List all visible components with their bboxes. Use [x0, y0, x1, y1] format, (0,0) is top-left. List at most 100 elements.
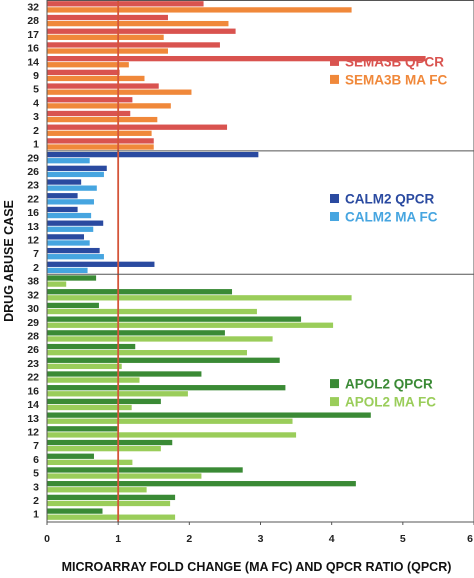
bar-sema3b-ma-fc-case-5 [47, 89, 192, 95]
bar-calm2-ma-fc-case-23 [47, 185, 97, 191]
legend-swatch [330, 397, 339, 407]
x-tick-label: 1 [115, 533, 121, 545]
case-label: 14 [27, 399, 39, 411]
bar-sema3b-ma-fc-case-9 [47, 75, 145, 82]
case-label: 32 [27, 1, 39, 13]
x-tick-label: 2 [186, 533, 192, 545]
bar-apol2-qpcr-case-26 [47, 343, 136, 350]
bar-sema3b-qpcr-case-1 [47, 138, 154, 144]
bar-apol2-ma-fc-case-5 [47, 473, 202, 479]
legend-swatch [330, 194, 339, 204]
bar-sema3b-ma-fc-case-4 [47, 103, 171, 109]
bar-apol2-qpcr-case-6 [47, 453, 94, 459]
case-label: 12 [27, 235, 39, 247]
bar-apol2-qpcr-case-2 [47, 494, 176, 501]
legend-label: CALM2 QPCR [345, 192, 435, 207]
bar-calm2-qpcr-case-12 [47, 234, 85, 240]
legends: SEMA3B QPCR SEMA3B MA FC CALM2 QPCR CALM2 M… [330, 54, 448, 410]
x-tick-label: 3 [258, 533, 264, 545]
bar-calm2-ma-fc-case-2 [47, 267, 88, 274]
x-tick-label: 6 [467, 533, 473, 545]
legend-label: SEMA3B MA FC [345, 72, 448, 87]
legend-swatch [330, 74, 339, 84]
case-label: 5 [33, 468, 39, 480]
case-label: 6 [33, 454, 39, 466]
bar-apol2-ma-fc-case-26 [47, 350, 247, 356]
legend-swatch [330, 379, 339, 389]
bar-apol2-ma-fc-case-2 [47, 500, 171, 507]
bar-calm2-qpcr-case-2 [47, 261, 155, 267]
bar-sema3b-qpcr-case-2 [47, 124, 228, 130]
case-labels: 3228171614954321292623221613127238323029… [27, 1, 39, 520]
case-label: 3 [33, 111, 39, 123]
bar-apol2-qpcr-case-16 [47, 385, 286, 391]
bar-sema3b-qpcr-case-28 [47, 14, 168, 21]
bar-sema3b-ma-fc-case-16 [47, 48, 168, 54]
legend-swatch [330, 212, 339, 222]
case-label: 2 [33, 262, 39, 274]
case-label: 13 [27, 221, 39, 233]
bar-apol2-qpcr-case-5 [47, 467, 243, 473]
case-label: 13 [27, 413, 39, 425]
bar-calm2-qpcr-case-13 [47, 220, 104, 226]
case-label: 4 [33, 97, 39, 109]
x-tick-label: 4 [329, 533, 335, 545]
bar-calm2-ma-fc-case-22 [47, 199, 94, 205]
bar-sema3b-qpcr-case-14 [47, 55, 426, 62]
bar-calm2-ma-fc-case-29 [47, 158, 90, 164]
case-label: 16 [27, 385, 39, 397]
bar-calm2-qpcr-case-26 [47, 165, 107, 171]
legend-label: APOL2 QPCR [345, 377, 433, 392]
case-label: 28 [27, 15, 39, 27]
bar-apol2-qpcr-case-30 [47, 302, 99, 309]
bar-sema3b-ma-fc-case-2 [47, 130, 152, 136]
case-label: 9 [33, 70, 39, 82]
case-label: 16 [27, 43, 39, 55]
case-label: 22 [27, 372, 39, 384]
bar-sema3b-ma-fc-case-14 [47, 62, 129, 68]
bar-apol2-ma-fc-case-6 [47, 459, 133, 466]
x-axis-ticks: 0 1 2 3 4 5 6 [44, 522, 474, 545]
x-tick-label: 0 [44, 533, 50, 545]
case-label: 1 [33, 139, 39, 151]
bar-calm2-ma-fc-case-13 [47, 226, 94, 232]
bar-apol2-qpcr-case-22 [47, 371, 202, 377]
case-label: 1 [33, 509, 39, 521]
legend-label: APOL2 MA FC [345, 395, 436, 410]
bar-sema3b-qpcr-case-3 [47, 110, 131, 117]
bar-apol2-ma-fc-case-22 [47, 377, 140, 383]
x-tick-label: 5 [400, 533, 406, 545]
bar-apol2-ma-fc-case-14 [47, 404, 132, 411]
bar-calm2-ma-fc-case-16 [47, 212, 92, 219]
bar-apol2-ma-fc-case-3 [47, 487, 147, 493]
bar-calm2-ma-fc-case-12 [47, 240, 90, 246]
case-label: 16 [27, 207, 39, 219]
bar-sema3b-qpcr-case-32 [47, 1, 204, 7]
case-label: 32 [27, 289, 39, 301]
case-label: 22 [27, 193, 39, 205]
x-axis-title: MICROARRAY FOLD CHANGE (MA FC) AND QPCR … [62, 560, 452, 574]
case-label: 28 [27, 331, 39, 343]
legend-swatch [330, 56, 339, 66]
bar-sema3b-qpcr-case-4 [47, 97, 133, 103]
bar-apol2-qpcr-case-3 [47, 481, 356, 487]
panel-dividers [47, 150, 474, 275]
case-label: 29 [27, 317, 39, 329]
case-label: 26 [27, 344, 39, 356]
bar-calm2-ma-fc-case-7 [47, 254, 104, 260]
case-label: 23 [27, 180, 39, 192]
case-label: 3 [33, 481, 39, 493]
bar-calm2-qpcr-case-29 [47, 151, 259, 158]
bar-apol2-qpcr-case-13 [47, 412, 371, 418]
bar-apol2-qpcr-case-1 [47, 508, 103, 514]
case-label: 7 [33, 248, 39, 260]
case-label: 7 [33, 440, 39, 452]
bar-apol2-qpcr-case-32 [47, 289, 233, 295]
bar-apol2-ma-fc-case-30 [47, 308, 257, 315]
case-label: 26 [27, 166, 39, 178]
bar-apol2-ma-fc-case-13 [47, 418, 293, 424]
bar-sema3b-ma-fc-case-17 [47, 34, 164, 40]
case-label: 29 [27, 152, 39, 164]
bar-sema3b-ma-fc-case-32 [47, 7, 352, 13]
